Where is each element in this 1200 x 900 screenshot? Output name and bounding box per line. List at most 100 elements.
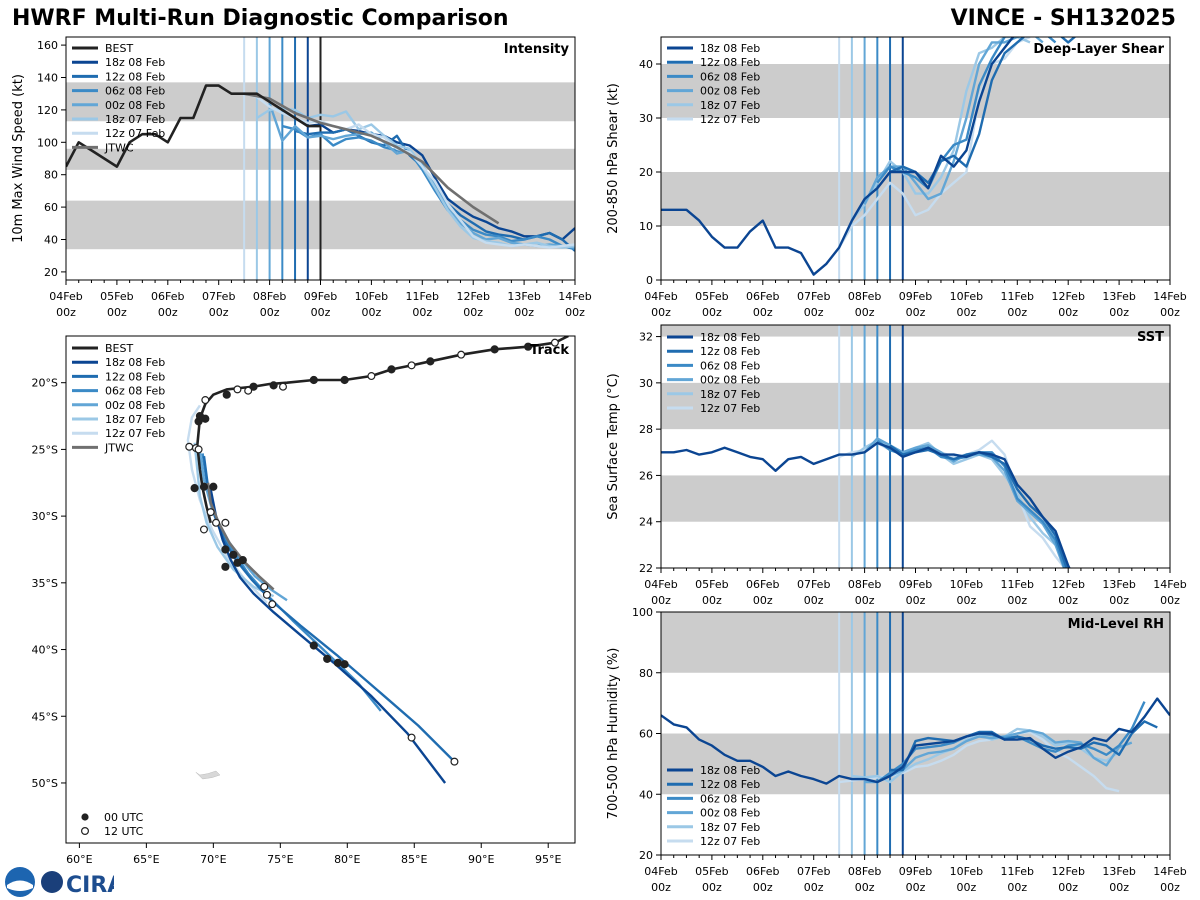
legend-label: 06z 08 Feb [700, 359, 760, 372]
x-tick-label: 00z [158, 306, 178, 319]
plot-frame [65, 335, 576, 844]
track-marker-12utc [194, 445, 203, 454]
y-tick-label: 50°S [32, 777, 58, 790]
y-tick-label: 80 [44, 169, 58, 182]
x-tick-label: 07Feb [797, 290, 830, 303]
x-tick-label: 14Feb [1153, 865, 1186, 878]
x-tick-label: 12Feb [1051, 578, 1084, 591]
track-marker-12utc [233, 385, 242, 394]
y-tick-label: 20 [639, 849, 653, 862]
track-marker-12utc [221, 518, 230, 527]
track-marker-12utc [278, 382, 287, 391]
panel-title: Deep-Layer Shear [1033, 42, 1164, 57]
legend-label: 12z 07 Feb [700, 402, 760, 415]
y-tick-label: 60 [44, 201, 58, 214]
x-tick-label: 11Feb [406, 290, 439, 303]
legend-label: 12z 07 Feb [105, 127, 165, 140]
x-tick-label: 00z [753, 306, 773, 319]
x-tick-label: 00z [906, 594, 926, 607]
shaded-band [661, 382, 1170, 430]
x-tick-label: 00z [260, 306, 280, 319]
plot-area-track [185, 336, 569, 784]
x-tick-label: 00z [855, 594, 875, 607]
land-patch [195, 770, 221, 780]
y-tick-label: 25°S [32, 443, 58, 456]
track-marker-00utc [238, 556, 247, 565]
panel-title: Intensity [504, 42, 570, 57]
x-tick-label: 00z [957, 306, 977, 319]
x-tick-label: 00z [1160, 306, 1180, 319]
legend-label: 18z 07 Feb [700, 99, 760, 112]
x-tick-label: 09Feb [304, 290, 337, 303]
x-tick-label: 00z [412, 306, 432, 319]
page-title: HWRF Multi-Run Diagnostic Comparison [12, 6, 509, 31]
x-tick-label: 00z [362, 306, 382, 319]
logo-strip: CIRA [5, 867, 114, 898]
x-tick-label: 13Feb [1102, 578, 1135, 591]
plot-area-shear [661, 37, 1170, 280]
track-line [193, 442, 275, 598]
x-tick-label: 00z [514, 306, 534, 319]
legend-label: 18z 07 Feb [105, 113, 165, 126]
x-tick-label: 11Feb [1001, 290, 1034, 303]
x-tick-label: 00z [1007, 881, 1027, 894]
series-line [661, 441, 1071, 568]
x-tick-label: 13Feb [507, 290, 540, 303]
marker-legend-label: 00 UTC [104, 811, 144, 824]
nesdis-logo [41, 871, 63, 893]
noaa-logo-bird [7, 880, 33, 891]
legend-label: 12z 07 Feb [700, 113, 760, 126]
y-tick-label: 24 [639, 516, 653, 529]
series-line [282, 124, 575, 251]
legend-label: 18z 08 Feb [105, 356, 165, 369]
x-tick-label: 85°E [401, 853, 427, 866]
track-marker-12utc [262, 590, 271, 599]
x-tick-label: 00z [1058, 594, 1078, 607]
x-tick-label: 80°E [334, 853, 360, 866]
x-tick-label: 04Feb [49, 290, 82, 303]
track-marker-12utc [268, 600, 277, 609]
y-tick-label: 30°S [32, 510, 58, 523]
legend-label: 06z 08 Feb [105, 385, 165, 398]
y-tick-label: 20 [639, 166, 653, 179]
track-marker-00utc [490, 345, 499, 354]
track-marker-00utc [426, 357, 435, 366]
x-tick-label: 70°E [200, 853, 226, 866]
y-tick-label: 35°S [32, 577, 58, 590]
chart-sst: 04Feb 00z 05Feb 00z 06Feb 00z 07Feb 00z 08Feb 00z… [606, 324, 1187, 607]
track-line [202, 455, 456, 763]
track-marker-00utc [209, 482, 218, 491]
panel-title: Mid-Level RH [1068, 617, 1164, 632]
chart-shear: 04Feb 00z 05Feb 00z 06Feb 00z 07Feb 00z 08Feb 00z… [606, 36, 1187, 319]
legend-label: 18z 08 Feb [700, 331, 760, 344]
x-tick-label: 08Feb [848, 865, 881, 878]
x-tick-label: 00z [1109, 306, 1129, 319]
track-line [196, 336, 569, 524]
track-marker-00utc [190, 484, 199, 493]
series-line [838, 37, 1031, 249]
x-tick-label: 08Feb [253, 290, 286, 303]
x-tick-label: 60°E [66, 853, 92, 866]
marker-legend-label: 12 UTC [104, 825, 144, 838]
y-tick-label: 160 [37, 39, 58, 52]
y-tick-label: 45°S [32, 710, 58, 723]
chart-track: 60°E 65°E 70°E 75°E 80°E 85°E 90°E 95°E 20°S 25°S… [32, 335, 576, 866]
track-marker-00utc [333, 658, 343, 667]
x-tick-label: 09Feb [899, 290, 932, 303]
x-tick-label: 08Feb [848, 578, 881, 591]
y-tick-label: 20°S [32, 377, 58, 390]
x-tick-label: 12Feb [1051, 865, 1084, 878]
x-tick-label: 05Feb [695, 865, 728, 878]
marker-legend-00utc [81, 813, 89, 821]
x-tick-label: 14Feb [1153, 290, 1186, 303]
track-marker-12utc [185, 442, 194, 451]
y-axis-label: 700-500 hPa Humidity (%) [606, 648, 621, 820]
x-tick-label: 08Feb [848, 290, 881, 303]
x-tick-label: 10Feb [950, 865, 983, 878]
legend-label: 12z 08 Feb [700, 778, 760, 791]
plot-area-intensity [66, 37, 575, 280]
x-tick-label: 00z [855, 881, 875, 894]
